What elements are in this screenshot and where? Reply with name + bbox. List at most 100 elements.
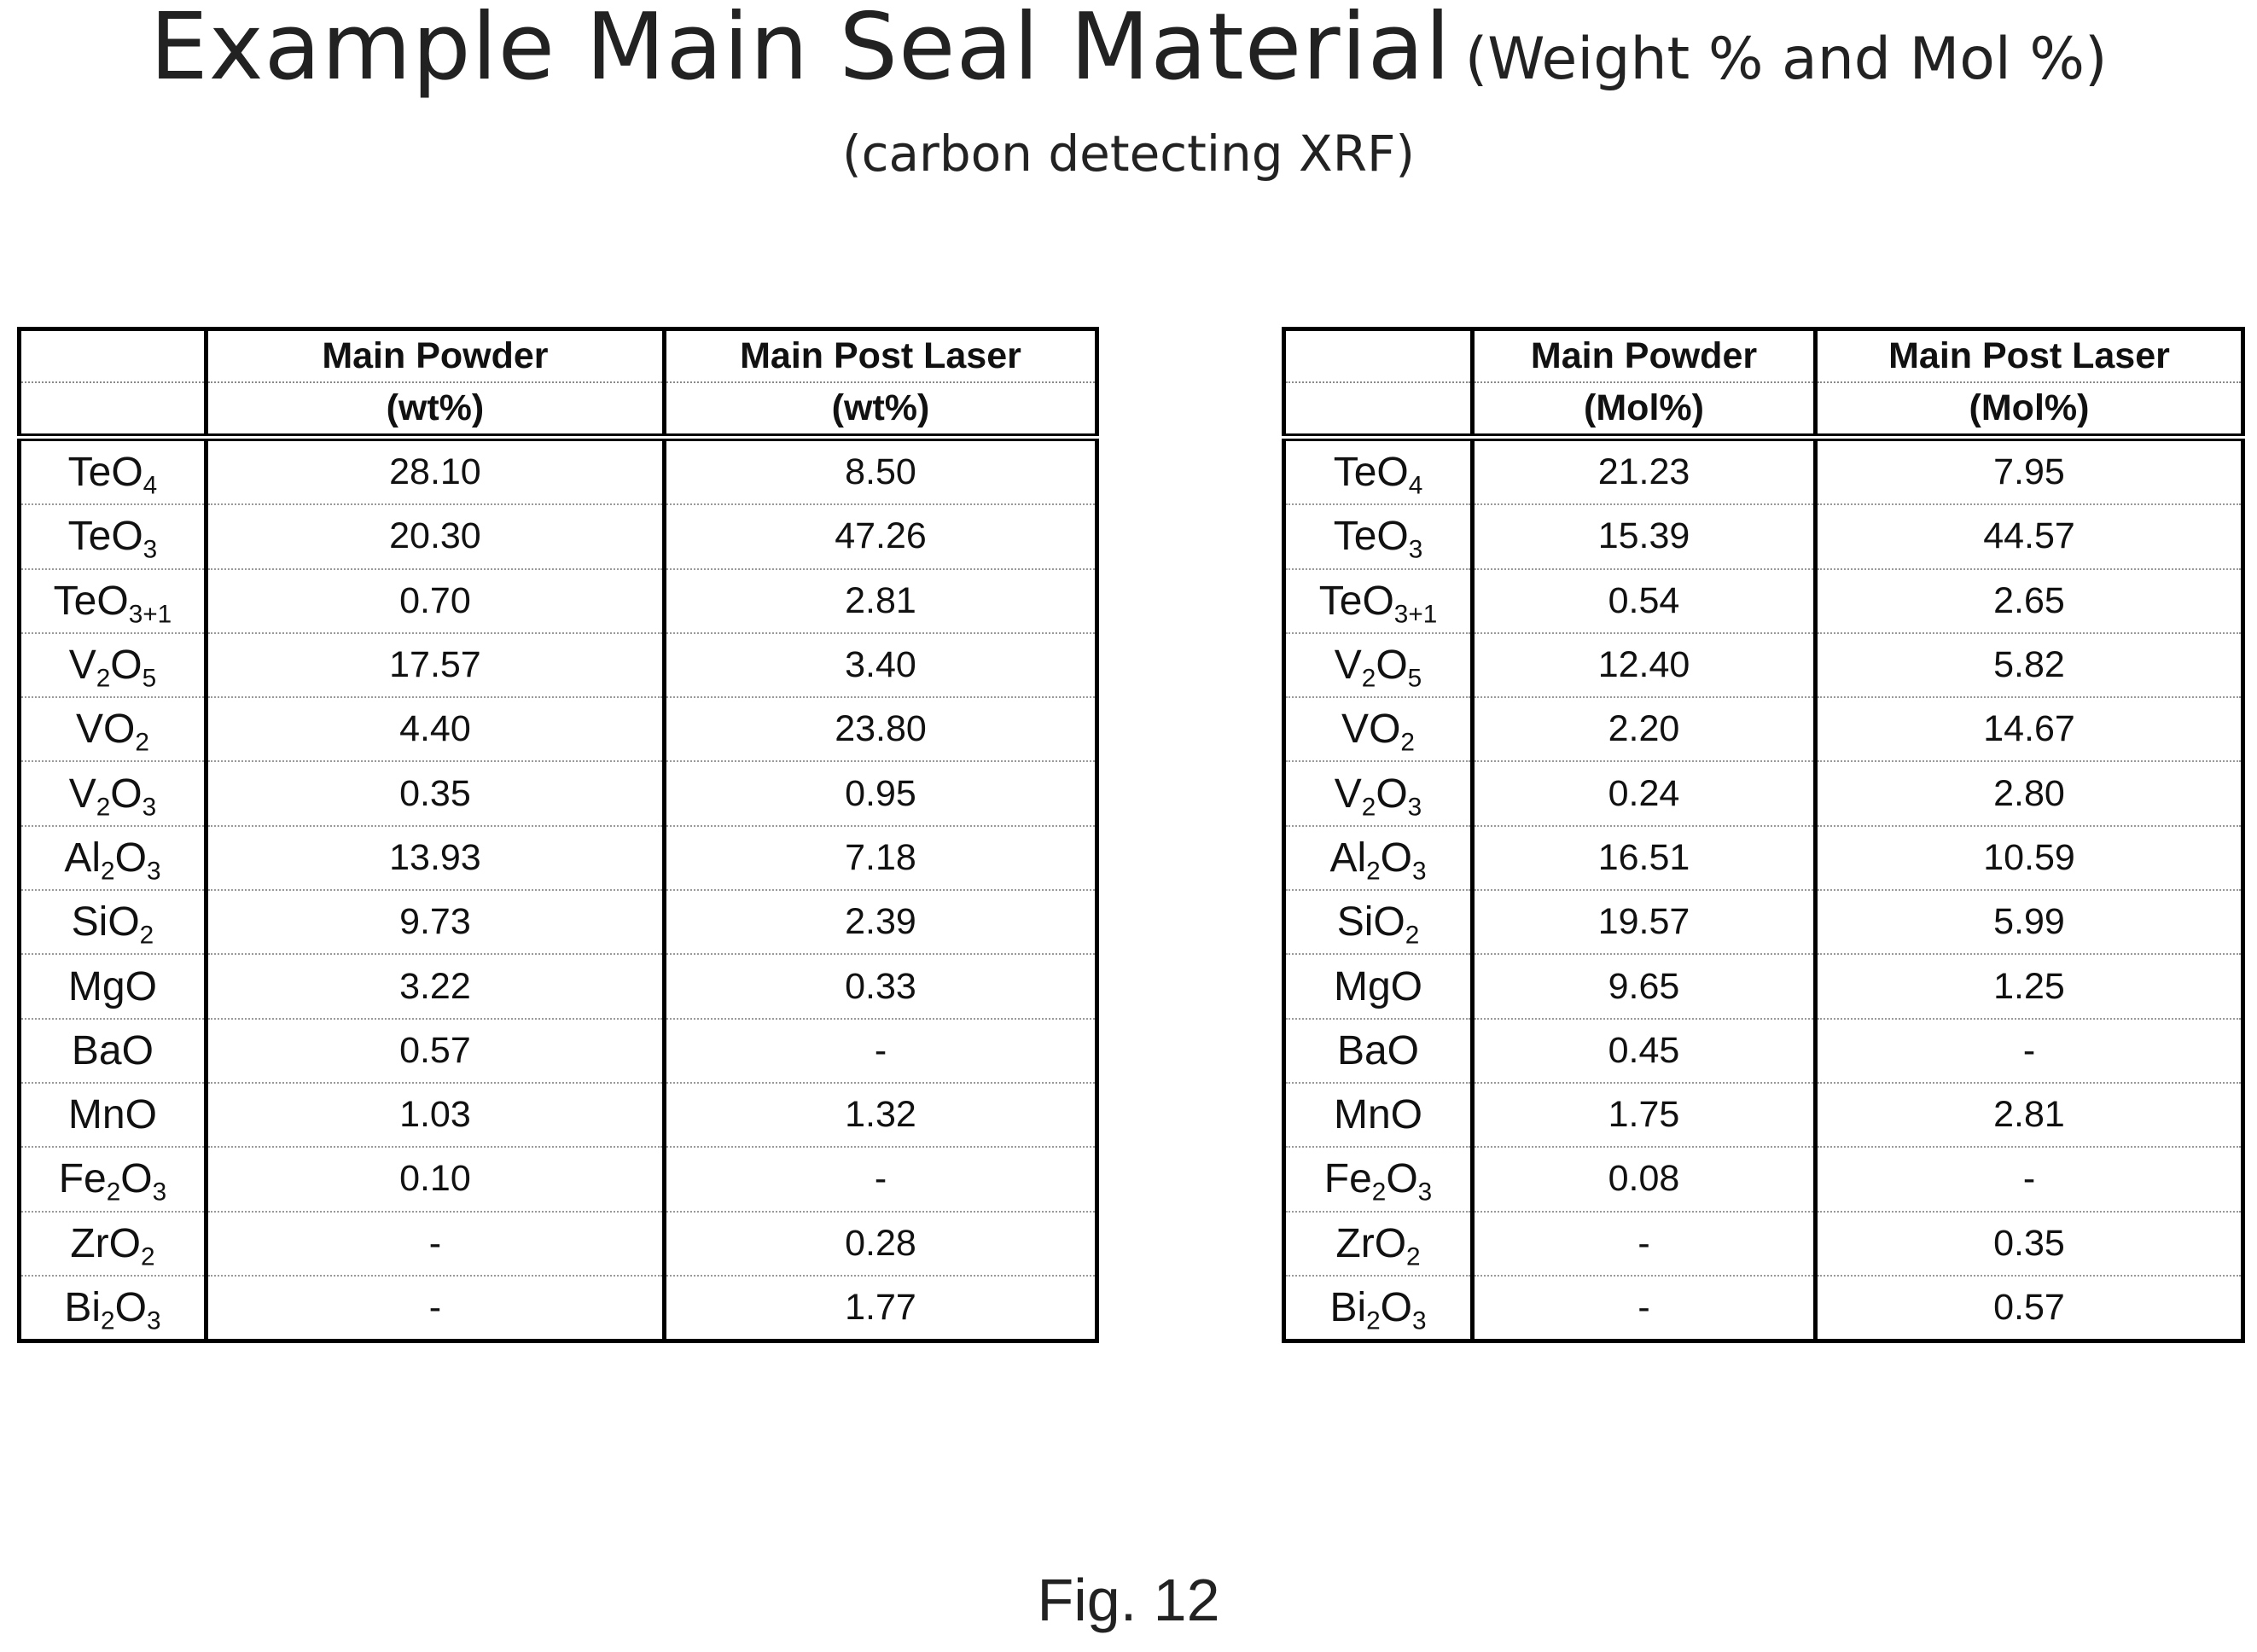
post-laser-value-cell: 47.26 <box>664 504 1097 570</box>
powder-value-cell: 19.57 <box>1472 890 1818 956</box>
post-laser-value-cell: 1.25 <box>1815 954 2243 1020</box>
table-row: TeO3+1 0.70 2.81 <box>19 568 1097 634</box>
weight-percent-table: Main Powder Main Post Laser (wt%) (wt%) … <box>17 327 1099 1344</box>
compound-cell: Bi2O3 <box>1283 1275 1475 1341</box>
compound-cell: Fe2O3 <box>19 1147 208 1213</box>
figure-label: Fig. 12 <box>1037 1567 1220 1633</box>
compound-cell: TeO4 <box>19 437 208 506</box>
table-row: V2O3 0.24 2.80 <box>1283 761 2243 827</box>
post-laser-value-cell: 2.81 <box>664 568 1097 634</box>
header-cell: (Mol%) <box>1815 382 2243 441</box>
header-cell <box>1283 329 1475 383</box>
powder-value-cell: 15.39 <box>1472 504 1818 570</box>
powder-value-cell: 0.24 <box>1472 761 1818 827</box>
table-row: V2O5 17.57 3.40 <box>19 632 1097 699</box>
compound-cell: Fe2O3 <box>1283 1147 1475 1213</box>
table-row: MgO 9.65 1.25 <box>1283 954 2243 1020</box>
table-row: VO2 4.40 23.80 <box>19 697 1097 763</box>
post-laser-value-cell: 7.18 <box>664 825 1097 892</box>
post-laser-value-cell: 23.80 <box>664 697 1097 763</box>
compound-cell: V2O5 <box>19 632 208 699</box>
compound-cell: V2O3 <box>19 761 208 827</box>
post-laser-value-cell: - <box>1815 1018 2243 1084</box>
mol-percent-table: Main Powder Main Post Laser (Mol%) (Mol%… <box>1282 327 2245 1344</box>
compound-cell: Al2O3 <box>1283 825 1475 892</box>
table-row: ZrO2-0.28 <box>19 1211 1097 1277</box>
header-cell: (wt%) <box>664 382 1097 441</box>
compound-cell: TeO4 <box>1283 437 1475 506</box>
powder-value-cell: 2.20 <box>1472 697 1818 763</box>
powder-value-cell: 1.75 <box>1472 1082 1818 1149</box>
compound-cell: TeO3 <box>19 504 208 570</box>
post-laser-value-cell: 0.95 <box>664 761 1097 827</box>
header-row: (Mol%) (Mol%) <box>1283 382 2243 441</box>
compound-cell: SiO2 <box>19 890 208 956</box>
header-cell: Main Powder <box>1472 329 1818 383</box>
post-laser-value-cell: - <box>664 1018 1097 1084</box>
post-laser-value-cell: 0.35 <box>1815 1211 2243 1277</box>
table-row: VO2 2.20 14.67 <box>1283 697 2243 763</box>
compound-cell: VO2 <box>19 697 208 763</box>
powder-value-cell: 0.57 <box>206 1018 666 1084</box>
compound-cell: TeO3+1 <box>1283 568 1475 634</box>
powder-value-cell: 20.30 <box>206 504 666 570</box>
compound-cell: MnO <box>1283 1082 1475 1149</box>
powder-value-cell: 0.08 <box>1472 1147 1818 1213</box>
powder-value-cell: 13.93 <box>206 825 666 892</box>
powder-value-cell: - <box>206 1211 666 1277</box>
compound-cell: BaO <box>19 1018 208 1084</box>
post-laser-value-cell: 3.40 <box>664 632 1097 699</box>
post-laser-value-cell: 0.57 <box>1993 1287 2065 1328</box>
table-row: Bi2O3- 1.77 <box>19 1275 1097 1341</box>
compound-cell: MgO <box>1283 954 1475 1020</box>
header-cell: Main Post Laser <box>1815 329 2243 383</box>
table-row: Fe2O3 0.08- <box>1283 1147 2243 1213</box>
table-row: MnO 1.03 1.32 <box>19 1082 1097 1149</box>
powder-value-cell: - <box>1472 1211 1818 1277</box>
title-main: Example Main Seal Material <box>149 0 1451 101</box>
post-laser-value-cell: 14.67 <box>1815 697 2243 763</box>
compound-cell: SiO2 <box>1283 890 1475 956</box>
table-row: Fe2O3 0.10- <box>19 1147 1097 1213</box>
compound-cell: V2O3 <box>1283 761 1475 827</box>
table-row: Bi2O3- 0.57 <box>1283 1275 2243 1341</box>
post-laser-value-cell: 5.82 <box>1815 632 2243 699</box>
title-units: (Weight % and Mol %) <box>1464 26 2108 93</box>
table-row: Al2O3 13.93 7.18 <box>19 825 1097 892</box>
powder-value-cell: - <box>1472 1275 1818 1341</box>
table-row: ZrO2-0.35 <box>1283 1211 2243 1277</box>
post-laser-value-cell: 10.59 <box>1815 825 2243 892</box>
table-row: TeO3 20.30 47.26 <box>19 504 1097 570</box>
table-row: SiO2 9.73 2.39 <box>19 890 1097 956</box>
table-row: SiO2 19.57 5.99 <box>1283 890 2243 956</box>
table-row: MnO 1.75 2.81 <box>1283 1082 2243 1149</box>
header-cell <box>19 329 208 383</box>
post-laser-value-cell: - <box>664 1147 1097 1213</box>
post-laser-value-cell: 0.33 <box>664 954 1097 1020</box>
powder-value-cell: 17.57 <box>206 632 666 699</box>
post-laser-value-cell: - <box>1815 1147 2243 1213</box>
table-row: V2O3 0.35 0.95 <box>19 761 1097 827</box>
post-laser-value-cell: 44.57 <box>1815 504 2243 570</box>
header-row: Main Powder Main Post Laser <box>1283 329 2243 383</box>
table-row: BaO 0.45- <box>1283 1018 2243 1084</box>
table-row: TeO3 15.39 44.57 <box>1283 504 2243 570</box>
post-laser-value-cell: 7.95 <box>1815 437 2243 506</box>
powder-value-cell: 12.40 <box>1472 632 1818 699</box>
table-row: TeO4 28.10 8.50 <box>19 437 1097 506</box>
powder-value-cell: - <box>206 1275 666 1341</box>
page-title: Example Main Seal Material (Weight % and … <box>0 2 2257 94</box>
powder-value-cell: 28.10 <box>206 437 666 506</box>
powder-value-cell: 0.54 <box>1472 568 1818 634</box>
compound-cell: Bi2O3 <box>19 1275 208 1341</box>
post-laser-value-cell: 1.32 <box>664 1082 1097 1149</box>
table-row: Al2O3 16.51 10.59 <box>1283 825 2243 892</box>
powder-value-cell: 1.03 <box>206 1082 666 1149</box>
powder-value-cell: 0.45 <box>1472 1018 1818 1084</box>
powder-value-cell: 21.23 <box>1472 437 1818 506</box>
header-cell: (wt%) <box>206 382 666 441</box>
compound-cell: TeO3 <box>1283 504 1475 570</box>
header-row: (wt%) (wt%) <box>19 382 1097 441</box>
table-row: MgO 3.22 0.33 <box>19 954 1097 1020</box>
powder-value-cell: 3.22 <box>206 954 666 1020</box>
